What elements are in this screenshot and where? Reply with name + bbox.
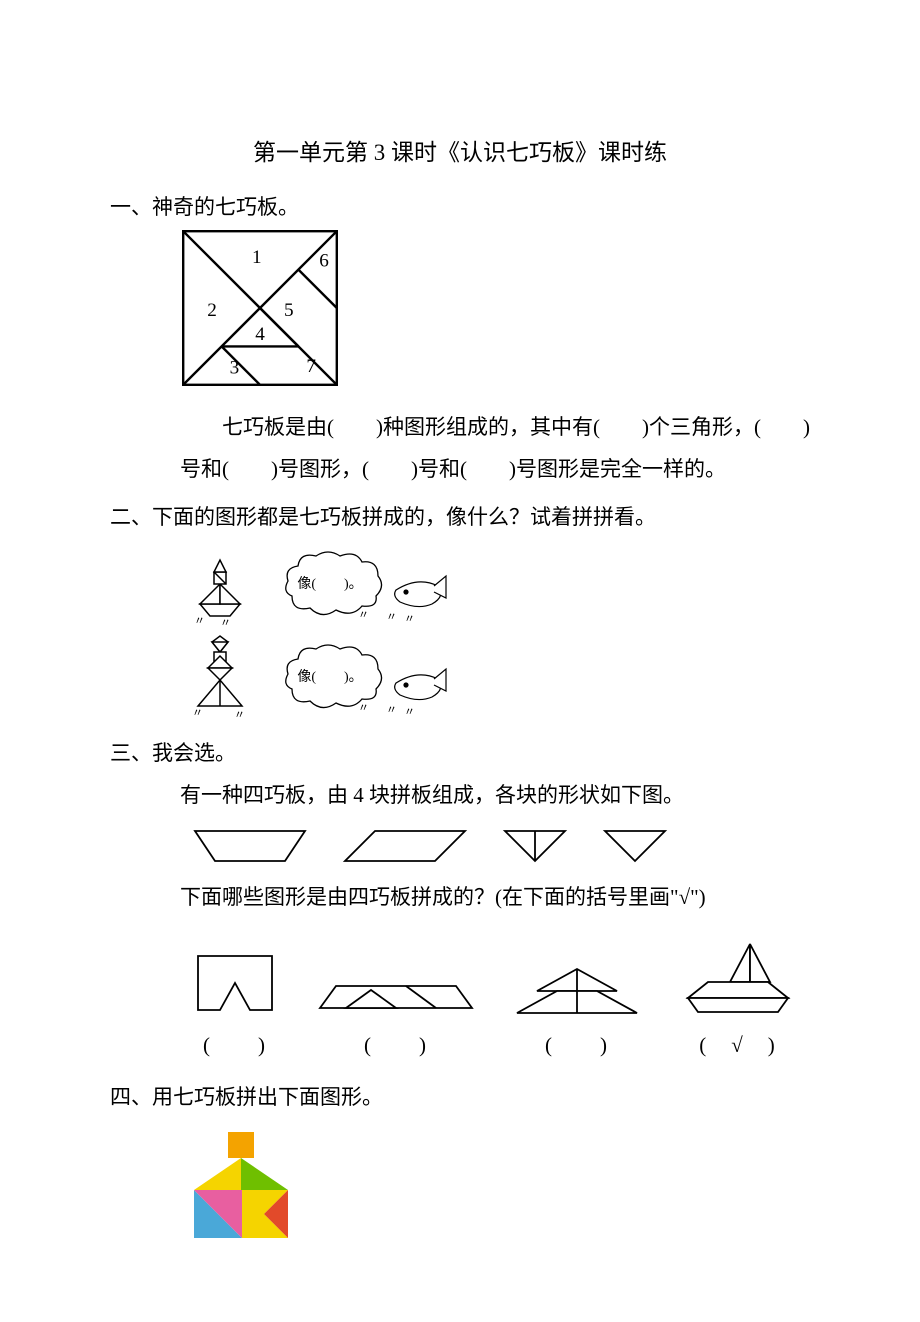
q3-prompt: 下面哪些图形是由四巧板拼成的？(在下面的括号里画"√") <box>110 876 810 918</box>
q2-figure-boat: 〃 〃 <box>180 546 260 626</box>
q3-answer-4: ( √ ) <box>699 1024 777 1066</box>
svg-text:〃: 〃 <box>386 611 397 623</box>
q2-figure-cat: 〃 〃 <box>180 634 260 724</box>
svg-text:〃: 〃 <box>358 702 369 714</box>
q3-intro: 有一种四巧板，由 4 块拼板组成，各块的形状如下图。 <box>110 774 810 816</box>
q3-piece-4 <box>600 826 670 866</box>
q2-bubble-1: 像( )。 〃 〃 〃 <box>278 546 448 626</box>
svg-text:1: 1 <box>252 247 262 268</box>
q1-tangram-figure: 1 2 3 4 5 6 7 <box>110 228 810 402</box>
q2-header: 二、下面的图形都是七巧板拼成的，像什么？试着拼拼看。 <box>110 496 810 538</box>
svg-text:4: 4 <box>255 324 265 345</box>
q3-piece-2 <box>340 826 470 866</box>
q3-answer-3: ( ) <box>545 1024 609 1066</box>
q3-piece-1 <box>190 826 310 866</box>
q3-shape-1 <box>190 948 280 1018</box>
q3-shape-4 <box>678 938 798 1018</box>
svg-text:像( )。: 像( )。 <box>297 669 362 685</box>
q3-header: 三、我会选。 <box>110 732 810 774</box>
q4-house-figure <box>180 1128 810 1262</box>
svg-text:〃: 〃 <box>194 615 205 626</box>
svg-text:7: 7 <box>306 356 316 377</box>
q3-shape-3 <box>512 963 642 1018</box>
svg-text:〃: 〃 <box>234 709 245 721</box>
svg-text:像( )。: 像( )。 <box>297 576 362 592</box>
q3-shape-2 <box>316 978 476 1018</box>
q2-row-2: 〃 〃 像( )。 〃 〃 〃 <box>180 634 810 724</box>
svg-text:〃: 〃 <box>192 707 203 719</box>
q3-answer-2: ( ) <box>364 1024 428 1066</box>
svg-text:3: 3 <box>230 358 240 379</box>
q1-fill-text: 七巧板是由( )种图形组成的，其中有( )个三角形，( )号和( )号图形，( … <box>110 406 810 490</box>
svg-text:6: 6 <box>319 250 329 271</box>
q1-header: 一、神奇的七巧板。 <box>110 186 810 228</box>
q3-piece-3 <box>500 826 570 866</box>
svg-text:〃: 〃 <box>220 617 231 626</box>
svg-text:〃: 〃 <box>358 609 369 621</box>
svg-text:〃: 〃 <box>404 706 415 718</box>
page-title: 第一单元第 3 课时《认识七巧板》课时练 <box>110 130 810 176</box>
svg-text:〃: 〃 <box>404 613 415 625</box>
q2-row-1: 〃 〃 像( )。 〃 〃 〃 <box>180 546 810 626</box>
q3-answers-row: ( ) ( ) ( ) ( √ <box>190 938 810 1066</box>
q2-bubble-2: 像( )。 〃 〃 〃 <box>278 639 448 719</box>
q3-answer-1: ( ) <box>203 1024 267 1066</box>
svg-text:〃: 〃 <box>386 704 397 716</box>
svg-text:5: 5 <box>284 300 294 321</box>
svg-text:2: 2 <box>207 300 217 321</box>
q4-header: 四、用七巧板拼出下面图形。 <box>110 1076 810 1118</box>
q3-pieces-row <box>190 826 810 866</box>
